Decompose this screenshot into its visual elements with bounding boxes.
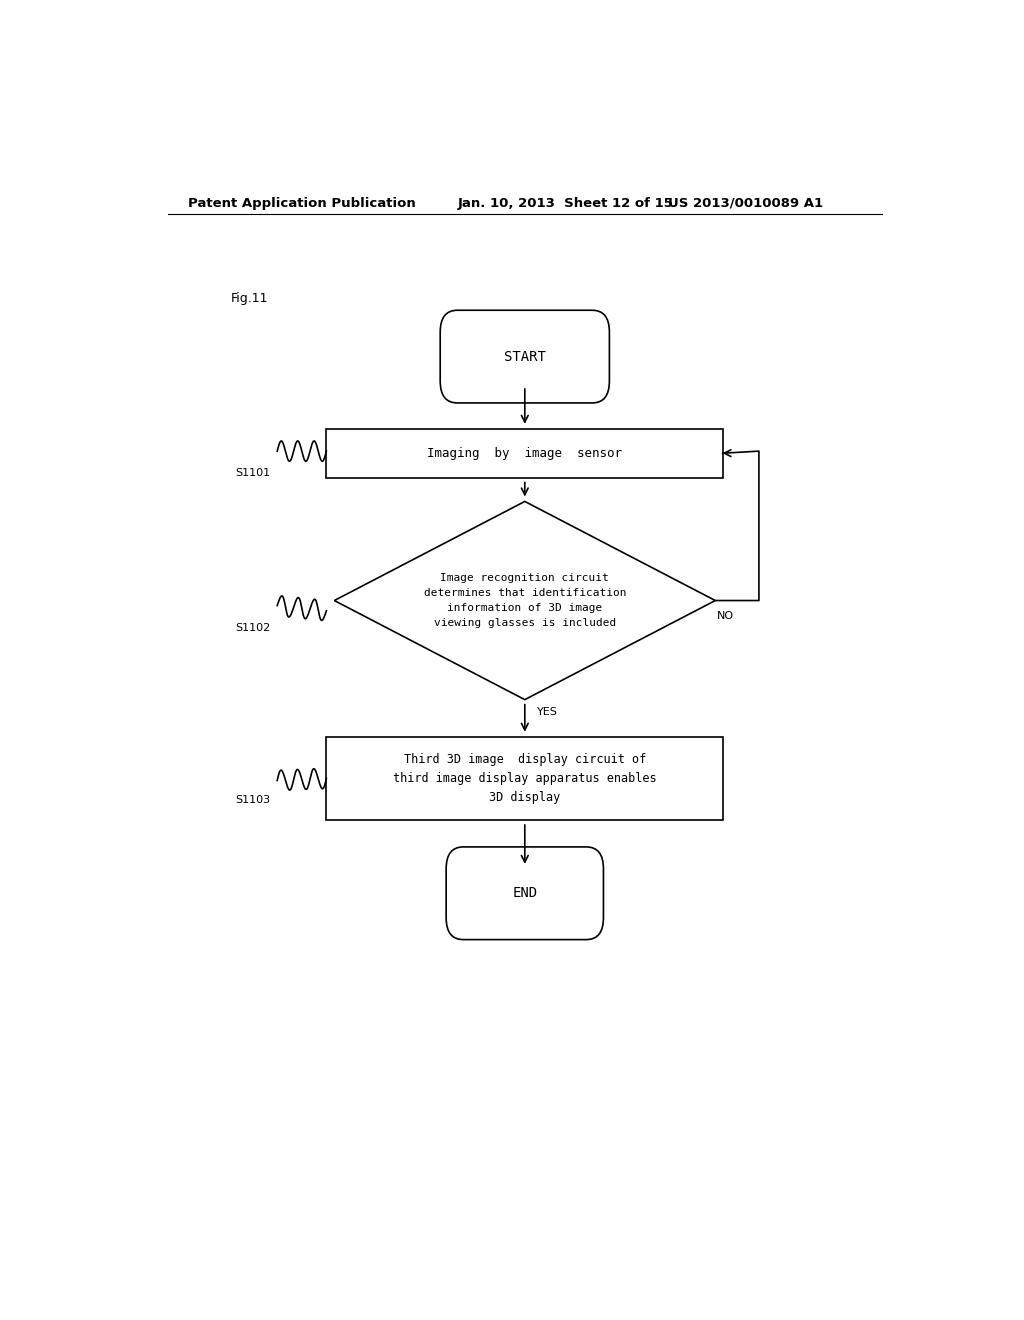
Text: US 2013/0010089 A1: US 2013/0010089 A1 xyxy=(668,197,822,210)
Text: Fig.11: Fig.11 xyxy=(231,292,268,305)
Text: END: END xyxy=(512,886,538,900)
Text: S1103: S1103 xyxy=(236,795,270,805)
Text: S1101: S1101 xyxy=(236,469,270,478)
Text: Patent Application Publication: Patent Application Publication xyxy=(187,197,416,210)
Text: Jan. 10, 2013  Sheet 12 of 15: Jan. 10, 2013 Sheet 12 of 15 xyxy=(458,197,673,210)
Text: NO: NO xyxy=(717,611,734,620)
FancyBboxPatch shape xyxy=(446,847,603,940)
Text: Imaging  by  image  sensor: Imaging by image sensor xyxy=(427,446,623,459)
Text: START: START xyxy=(504,350,546,363)
Bar xyxy=(327,429,723,478)
Text: Third 3D image  display circuit of
third image display apparatus enables
3D disp: Third 3D image display circuit of third … xyxy=(393,752,656,804)
Text: YES: YES xyxy=(537,708,558,717)
Text: S1102: S1102 xyxy=(236,623,270,632)
Bar xyxy=(327,737,723,820)
Polygon shape xyxy=(334,502,715,700)
FancyBboxPatch shape xyxy=(440,310,609,403)
Text: Image recognition circuit
determines that identification
information of 3D image: Image recognition circuit determines tha… xyxy=(424,573,626,628)
